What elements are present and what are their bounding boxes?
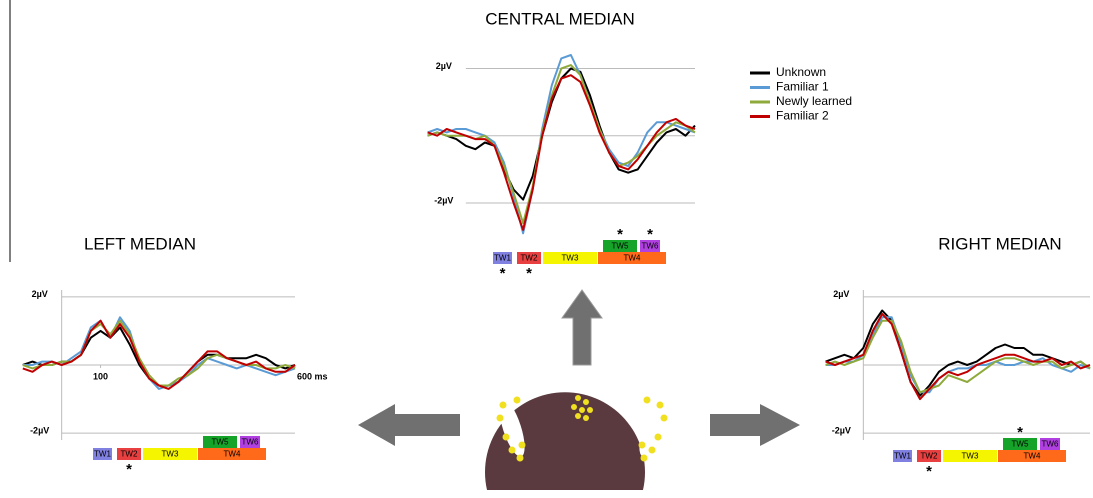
chart-title: CENTRAL MEDIAN xyxy=(485,9,635,28)
time-window-label: TW3 xyxy=(962,452,979,461)
waveform xyxy=(427,54,696,235)
y-tick-label: -2µV xyxy=(434,195,453,205)
significance-star: * xyxy=(526,265,532,282)
waveform xyxy=(427,74,696,231)
ear-mark xyxy=(525,332,545,350)
time-window-label: TW4 xyxy=(224,450,241,459)
time-window-label: TW1 xyxy=(894,452,911,461)
y-tick-label: 2µV xyxy=(32,289,48,299)
time-window-label: TW6 xyxy=(642,242,659,251)
time-window xyxy=(117,448,141,460)
time-window-label: TW6 xyxy=(1042,440,1059,449)
waveform xyxy=(22,316,296,390)
time-window-label: TW2 xyxy=(521,254,538,263)
waveform xyxy=(825,312,1091,401)
waveform xyxy=(825,309,1091,397)
time-window-label: TW5 xyxy=(1012,440,1029,449)
electrodes xyxy=(496,395,668,462)
time-window xyxy=(240,436,260,448)
significance-star: * xyxy=(647,226,653,243)
head xyxy=(485,392,645,490)
legend-label: Familiar 1 xyxy=(776,80,829,94)
significance-star: * xyxy=(500,265,506,282)
time-window xyxy=(640,240,660,252)
electrode-region xyxy=(499,399,525,457)
time-window-label: TW5 xyxy=(212,438,229,447)
x-tick-label: 600 ms xyxy=(297,371,328,381)
time-window xyxy=(598,252,666,264)
waveform xyxy=(22,319,296,387)
time-window xyxy=(917,450,941,462)
waveform xyxy=(22,326,296,387)
time-window xyxy=(517,252,541,264)
time-window xyxy=(93,448,112,460)
legend-label: Newly learned xyxy=(776,94,852,108)
ear-mark xyxy=(605,332,625,350)
significance-star: * xyxy=(617,226,623,243)
significance-star: * xyxy=(126,461,132,478)
arrow-left xyxy=(358,404,460,446)
time-window-label: TW1 xyxy=(94,450,111,459)
legend-label: Familiar 2 xyxy=(776,109,829,123)
time-window xyxy=(493,252,512,264)
waveform xyxy=(825,319,1091,394)
significance-star: * xyxy=(1017,424,1023,441)
time-window xyxy=(943,450,997,462)
arrow-up xyxy=(561,289,603,366)
time-window-label: TW6 xyxy=(242,438,259,447)
time-window xyxy=(603,240,637,252)
time-window-label: TW2 xyxy=(921,452,938,461)
arrow-right xyxy=(710,404,800,446)
y-tick-label: -2µV xyxy=(30,426,49,436)
y-tick-label: 2µV xyxy=(436,61,452,71)
chart-title: RIGHT MEDIAN xyxy=(938,234,1061,253)
time-window-label: TW3 xyxy=(562,254,579,263)
waveform xyxy=(22,319,296,390)
time-window xyxy=(198,448,266,460)
y-tick-label: -2µV xyxy=(832,426,851,436)
time-window-label: TW4 xyxy=(1024,452,1041,461)
x-tick-label: 100 xyxy=(93,371,108,381)
time-window xyxy=(893,450,912,462)
y-tick-label: 2µV xyxy=(833,289,849,299)
time-window xyxy=(143,448,197,460)
time-window-label: TW4 xyxy=(624,254,641,263)
head-diagram xyxy=(358,289,800,490)
time-window-label: TW2 xyxy=(121,450,138,459)
time-window xyxy=(1003,438,1037,450)
time-window xyxy=(998,450,1066,462)
time-window-label: TW3 xyxy=(162,450,179,459)
time-window xyxy=(1040,438,1060,450)
legend-label: Unknown xyxy=(776,65,826,79)
electrode-region xyxy=(639,399,665,457)
significance-star: * xyxy=(926,463,932,480)
time-window-label: TW1 xyxy=(494,254,511,263)
time-window-label: TW5 xyxy=(612,242,629,251)
time-window xyxy=(543,252,597,264)
chart-title: LEFT MEDIAN xyxy=(84,234,196,253)
time-window xyxy=(203,436,237,448)
